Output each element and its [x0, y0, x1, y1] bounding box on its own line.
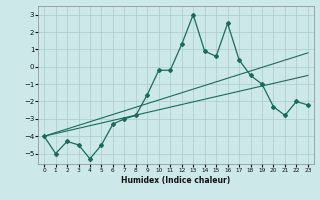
X-axis label: Humidex (Indice chaleur): Humidex (Indice chaleur) [121, 176, 231, 185]
